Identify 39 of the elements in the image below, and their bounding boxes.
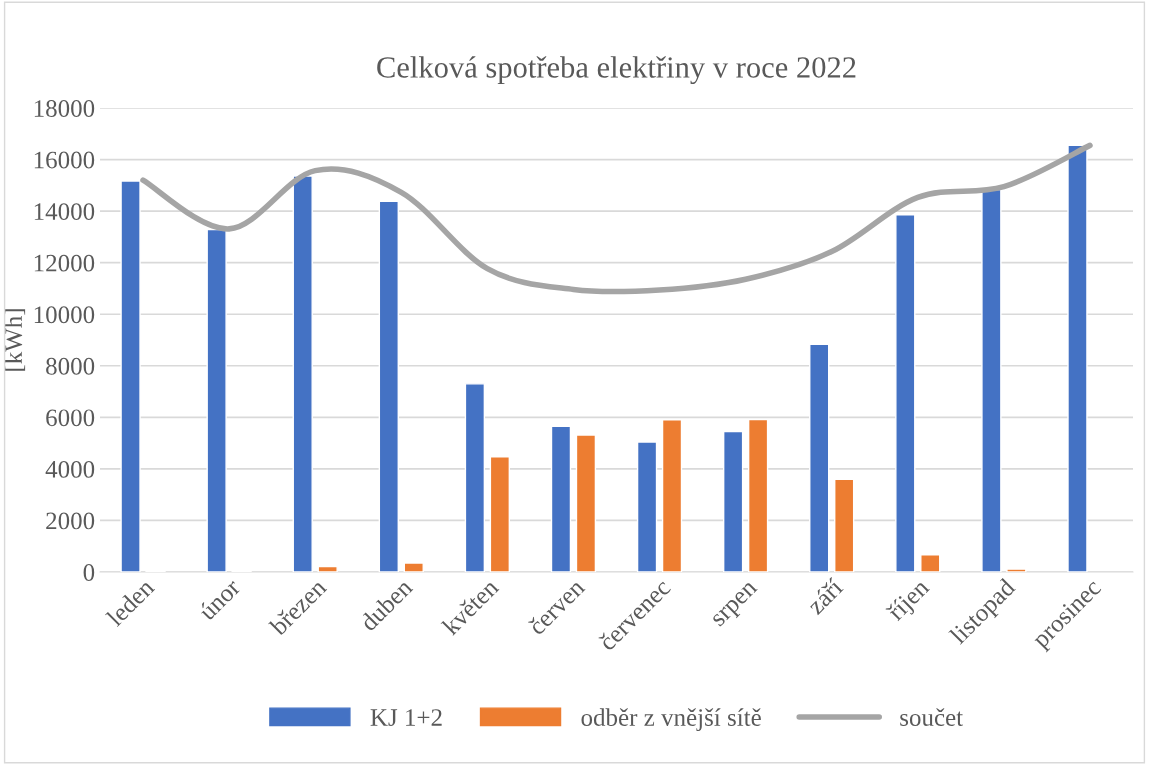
bar: [1006, 568, 1027, 572]
bar: [550, 425, 572, 572]
bar: [120, 180, 141, 572]
bar: [292, 175, 313, 572]
y-tick-label: 18000: [34, 100, 95, 117]
y-tick-label: 6000: [46, 409, 95, 427]
x-tick-label: únor: [196, 576, 242, 622]
y-tick-label: 4000: [45, 460, 95, 478]
y-tick-label: 16000: [34, 151, 95, 169]
legend-label: KJ 1+2: [370, 709, 442, 726]
bar: [834, 478, 855, 572]
bar: [920, 554, 941, 572]
bar: [1067, 144, 1088, 572]
x-tick-label: říjen: [885, 577, 934, 626]
bar: [317, 565, 338, 572]
bar: [378, 200, 399, 572]
bar: [403, 562, 424, 572]
chart-title: Celková spotřeba elektřiny v roce 2022: [377, 56, 856, 85]
bar: [722, 430, 744, 572]
legend-label: součet: [900, 708, 963, 726]
bar: [895, 214, 916, 572]
y-tick-label: 0: [83, 564, 95, 581]
bar: [636, 441, 658, 572]
x-tick-label: září: [805, 577, 844, 616]
bar: [981, 188, 1002, 572]
bar: [206, 228, 227, 572]
bar: [575, 434, 597, 572]
bar: [809, 343, 830, 572]
y-tick-label: 14000: [34, 203, 95, 221]
y-tick-label: 2000: [46, 512, 95, 530]
bar: [464, 383, 486, 572]
y-tick-label: 8000: [46, 357, 95, 375]
y-tick-label: 10000: [34, 306, 95, 324]
bar: [747, 418, 769, 572]
y-axis-title: [kWh]: [4, 309, 26, 371]
y-tick-label: 12000: [34, 254, 95, 272]
bar: [489, 456, 511, 572]
bar: [661, 419, 683, 572]
legend-label: odběr z vnější sítě: [581, 708, 761, 731]
